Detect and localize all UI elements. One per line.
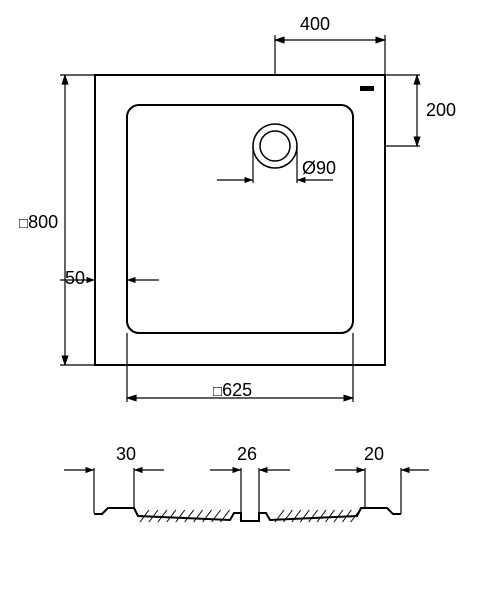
dim-drain-dia: Ø90 (302, 158, 336, 179)
dim-inner-square: □625 (213, 380, 252, 401)
technical-drawing-canvas: 400 200 Ø90 50 30 26 20 □800 □625 (0, 0, 500, 600)
dim-section-left: 30 (116, 444, 136, 465)
dim-section-right: 20 (364, 444, 384, 465)
dim-left-overall: □800 (19, 212, 58, 233)
drawing-svg (0, 0, 500, 600)
dim-section-mid: 26 (237, 444, 257, 465)
dim-top-width: 400 (300, 14, 330, 35)
dim-inner-offset: 50 (65, 268, 85, 289)
dim-right-height: 200 (426, 100, 456, 121)
